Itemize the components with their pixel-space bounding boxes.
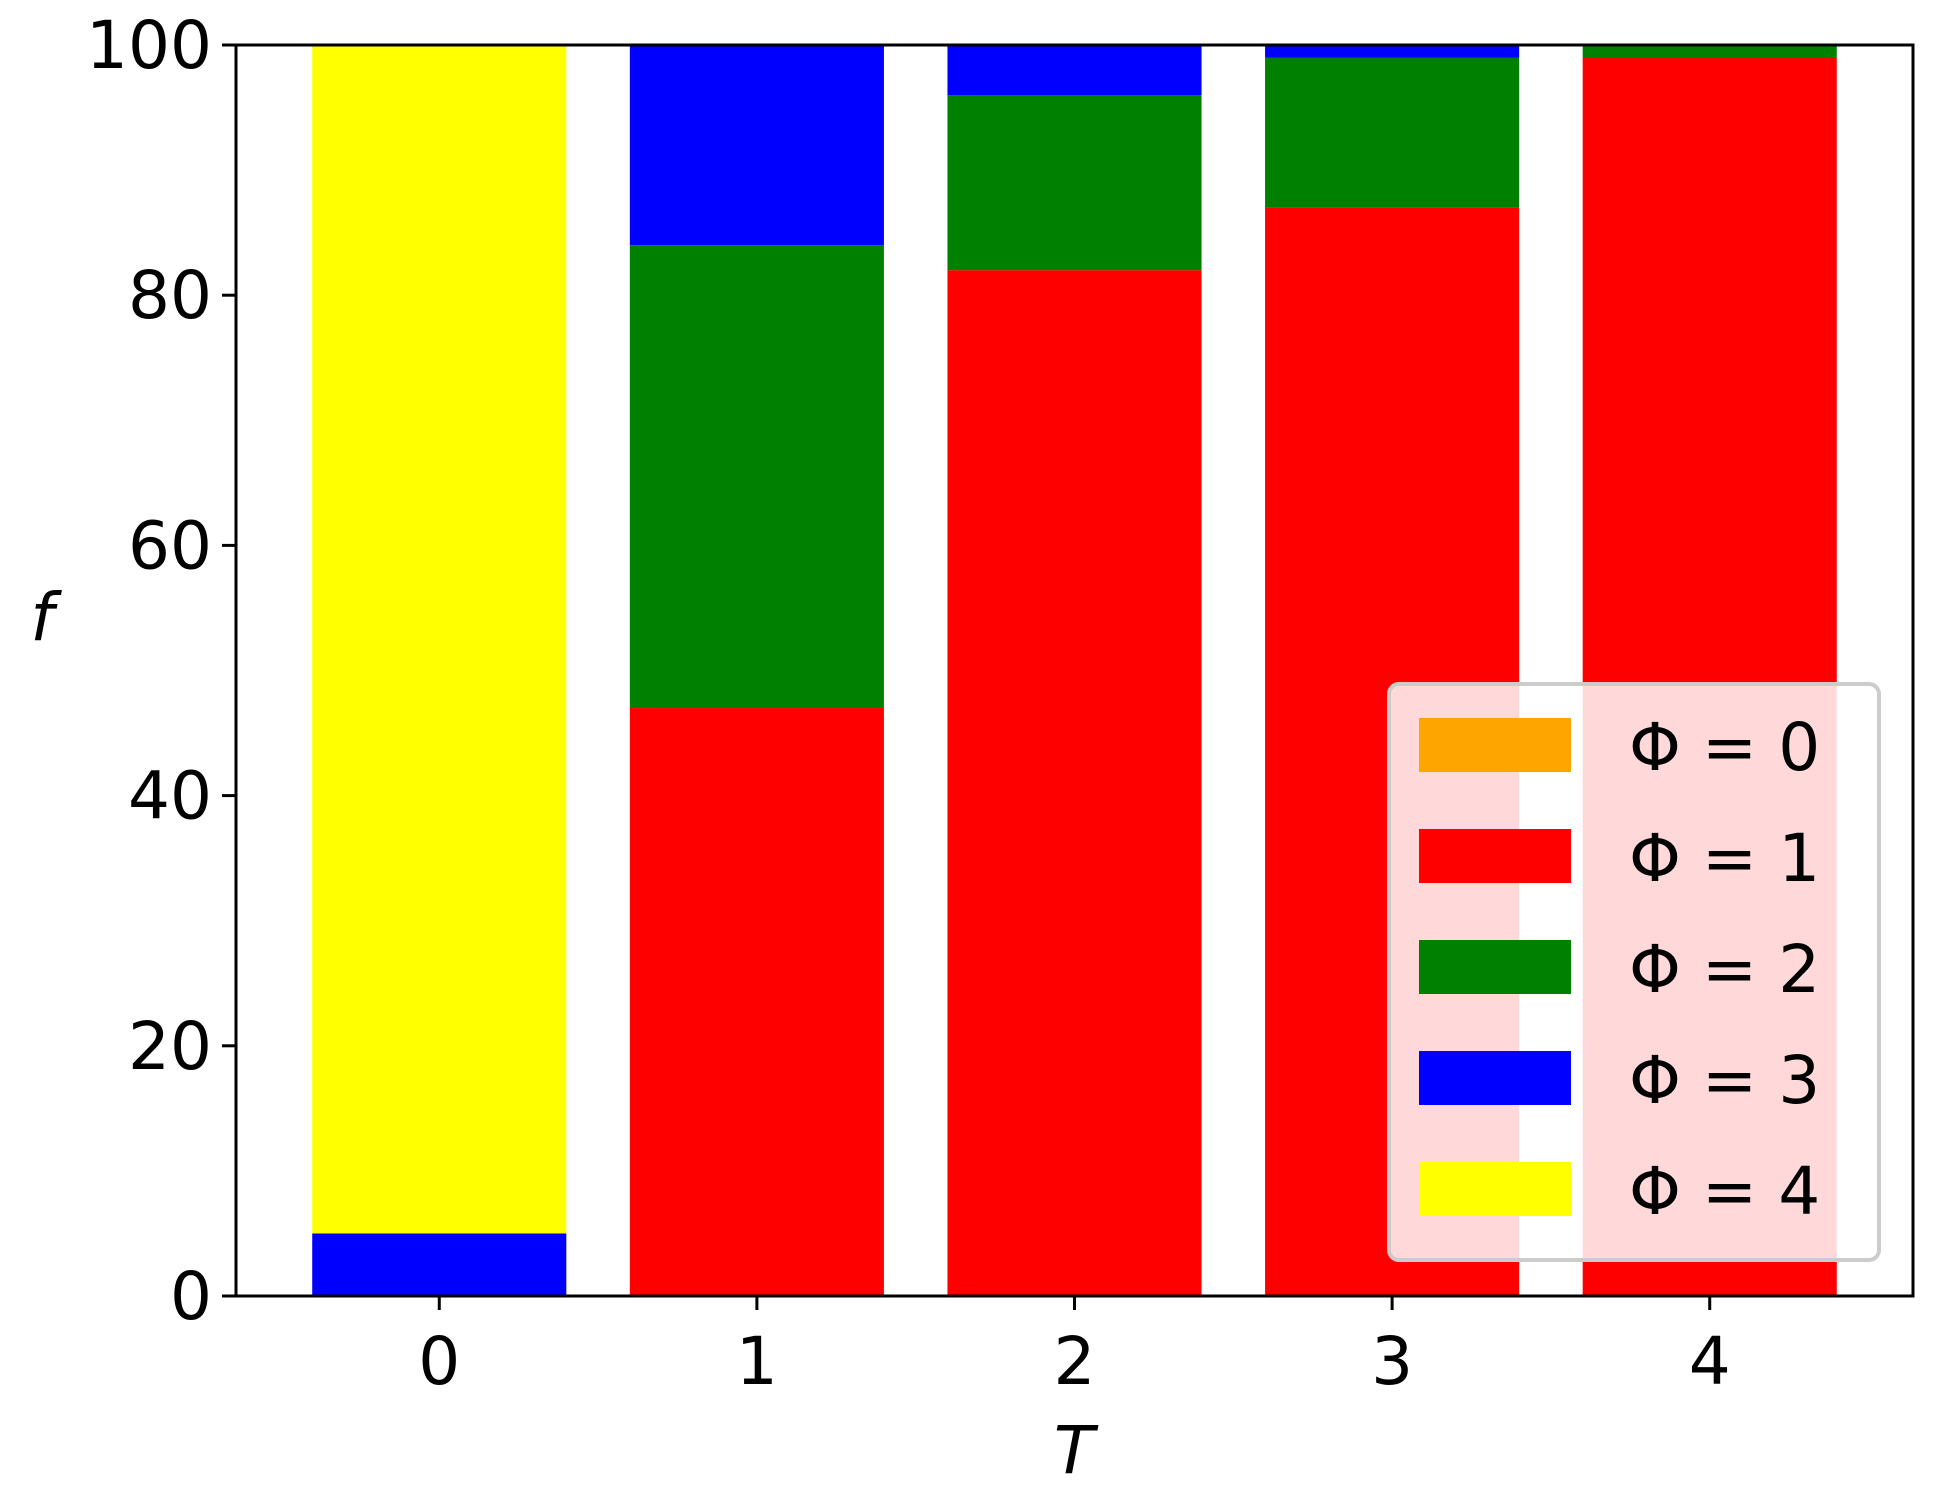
- bar-segment-t2-phi2: [947, 95, 1202, 271]
- x-tick-label: 4: [1689, 1323, 1731, 1400]
- bars-layer: [312, 45, 1837, 1297]
- legend-swatch-phi3: [1419, 1051, 1571, 1105]
- x-tick-label: 3: [1371, 1323, 1413, 1400]
- bar-segment-t3-phi3: [1265, 45, 1520, 58]
- bar-segment-t4-phi2: [1582, 45, 1837, 58]
- x-tick-label: 0: [418, 1323, 460, 1400]
- bar-segment-t0-phi4: [312, 45, 567, 1234]
- legend-label-phi2: Φ = 2: [1629, 931, 1820, 1008]
- y-tick-label: 40: [128, 758, 212, 835]
- y-tick-label: 100: [86, 7, 212, 84]
- legend-frame: [1387, 682, 1881, 1262]
- bar-segment-t2-phi3: [947, 45, 1202, 96]
- legend-swatch-phi2: [1419, 940, 1571, 994]
- legend-label-phi3: Φ = 3: [1629, 1042, 1820, 1119]
- y-axis-ticks: 0 20 40 60 80 100: [86, 7, 236, 1335]
- y-tick-label: 0: [170, 1258, 212, 1335]
- y-axis-label: f: [30, 579, 62, 656]
- legend-swatch-phi0: [1419, 718, 1571, 772]
- y-tick-label: 80: [128, 257, 212, 334]
- y-tick-label: 60: [128, 507, 212, 584]
- bar-segment-t1-phi1: [629, 708, 884, 1296]
- x-tick-label: 1: [736, 1323, 778, 1400]
- x-axis-label: T: [1054, 1412, 1099, 1489]
- bar-segment-t0-phi3: [312, 1233, 567, 1296]
- x-tick-label: 2: [1054, 1323, 1096, 1400]
- bar-segment-t1-phi3: [629, 45, 884, 246]
- legend-label-phi0: Φ = 0: [1629, 709, 1820, 786]
- legend-label-phi1: Φ = 1: [1629, 820, 1820, 897]
- legend-swatch-phi1: [1419, 829, 1571, 883]
- bar-segment-t2-phi1: [947, 270, 1202, 1297]
- bar-segment-t1-phi2: [629, 245, 884, 709]
- x-axis-ticks: 0 1 2 3 4: [418, 1296, 1731, 1400]
- legend: Φ = 0 Φ = 1 Φ = 2 Φ = 3 Φ = 4: [1387, 682, 1881, 1262]
- bar-segment-t3-phi2: [1265, 57, 1520, 208]
- legend-swatch-phi4: [1419, 1162, 1571, 1216]
- y-tick-label: 20: [128, 1008, 212, 1085]
- legend-label-phi4: Φ = 4: [1629, 1153, 1820, 1230]
